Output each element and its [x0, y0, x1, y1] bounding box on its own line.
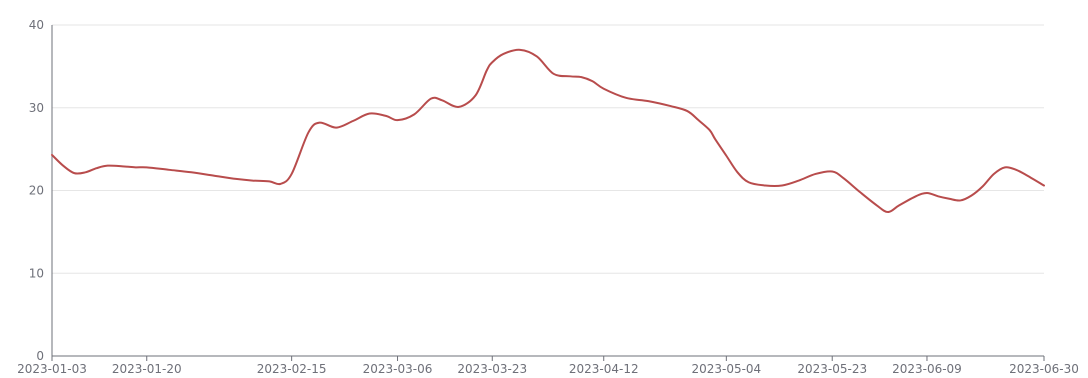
- y-tick-label: 10: [29, 266, 44, 280]
- x-tick-label: 2023-03-06: [363, 362, 433, 376]
- y-tick-label: 0: [36, 349, 44, 363]
- gridlines: [52, 24, 1044, 274]
- y-tick-label: 40: [29, 18, 44, 32]
- series-layer: [51, 48, 1045, 214]
- x-tick-label: 2023-04-12: [569, 362, 639, 376]
- x-tick-label: 2023-05-04: [691, 362, 761, 376]
- x-tick-label: 2023-01-03: [17, 362, 87, 376]
- x-tick-label: 2023-06-30: [1009, 362, 1079, 376]
- x-tick-label: 2023-02-15: [257, 362, 327, 376]
- y-tick-label: 20: [29, 184, 44, 198]
- axes: 0 10 20 30 40 2023-01-03 2023-01-20 2023-02-15 2…: [17, 18, 1079, 376]
- x-tick-label: 2023-01-20: [112, 362, 182, 376]
- x-tick-label: 2023-03-23: [457, 362, 527, 376]
- x-tick-label: 2023-05-23: [797, 362, 867, 376]
- series-line: [51, 48, 1045, 214]
- y-tick-label: 30: [29, 101, 44, 115]
- x-tick-label: 2023-06-09: [892, 362, 962, 376]
